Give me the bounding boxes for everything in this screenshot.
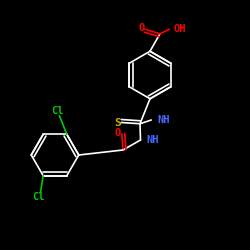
Text: OH: OH <box>174 24 186 34</box>
Text: S: S <box>114 118 121 128</box>
Text: NH: NH <box>158 115 170 125</box>
Text: O: O <box>114 128 120 138</box>
Text: Cl: Cl <box>32 192 45 202</box>
Text: NH: NH <box>146 135 158 145</box>
Text: O: O <box>139 23 145 33</box>
Text: Cl: Cl <box>51 106 64 117</box>
